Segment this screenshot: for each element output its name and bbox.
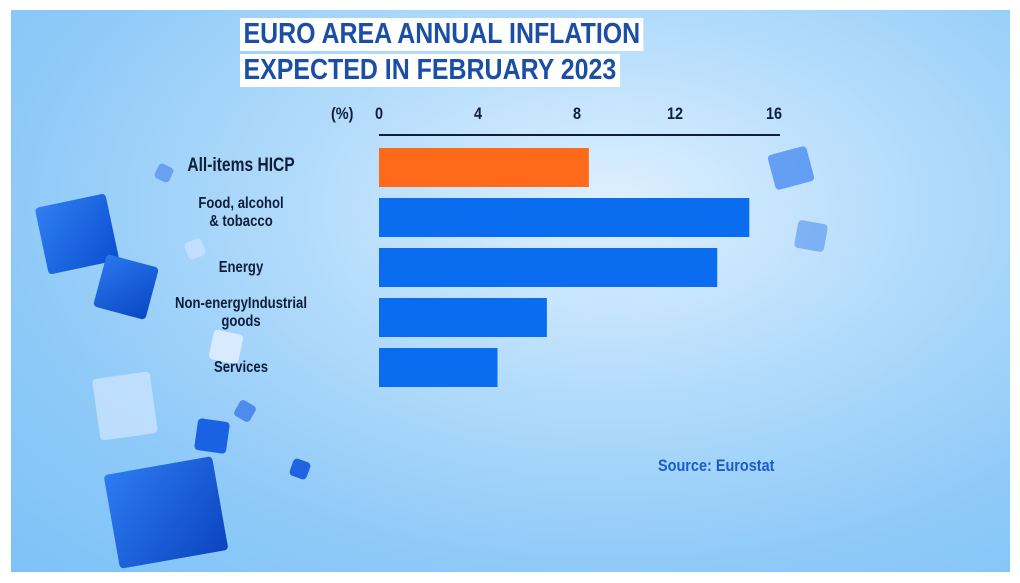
category-label-line: & tobacco [209, 212, 273, 230]
category-label: All-items HICP [143, 154, 340, 176]
category-label: Energy [143, 259, 340, 277]
x-tick-label: 16 [765, 104, 783, 123]
bar-0 [379, 148, 589, 187]
category-label-line: All-items HICP [187, 154, 295, 176]
chart-frame: EURO AREA ANNUAL INFLATION EXPECTED IN F… [11, 10, 1010, 572]
source-note: Source: Eurostat [658, 456, 775, 475]
chart-title: EURO AREA ANNUAL INFLATION EXPECTED IN F… [240, 18, 709, 90]
category-label-line: Food, alcohol [198, 194, 284, 212]
bar-3 [379, 298, 547, 337]
x-tick-label: 0 [374, 104, 384, 123]
category-label: Food, alcohol & tobacco [143, 195, 340, 231]
category-label: Services [143, 359, 340, 377]
bar-4 [379, 348, 498, 387]
category-label-line: Services [214, 358, 268, 376]
title-line-2: EXPECTED IN FEBRUARY 2023 [240, 54, 620, 87]
bar-2 [379, 248, 718, 287]
bar-chart-plot [379, 134, 780, 387]
bar-1 [379, 198, 750, 237]
category-label: Non-energyIndustrial goods [143, 295, 340, 331]
category-label-line: goods [221, 312, 261, 330]
x-tick-label: 4 [473, 104, 482, 123]
x-tick-label: 12 [667, 104, 684, 123]
x-tick-label: 8 [572, 104, 581, 123]
category-label-line: Energy [218, 258, 264, 276]
category-label-line: Non-energyIndustrial [175, 294, 307, 312]
title-line-1: EURO AREA ANNUAL INFLATION [240, 18, 644, 51]
x-axis-unit-label: (%) [330, 104, 354, 123]
